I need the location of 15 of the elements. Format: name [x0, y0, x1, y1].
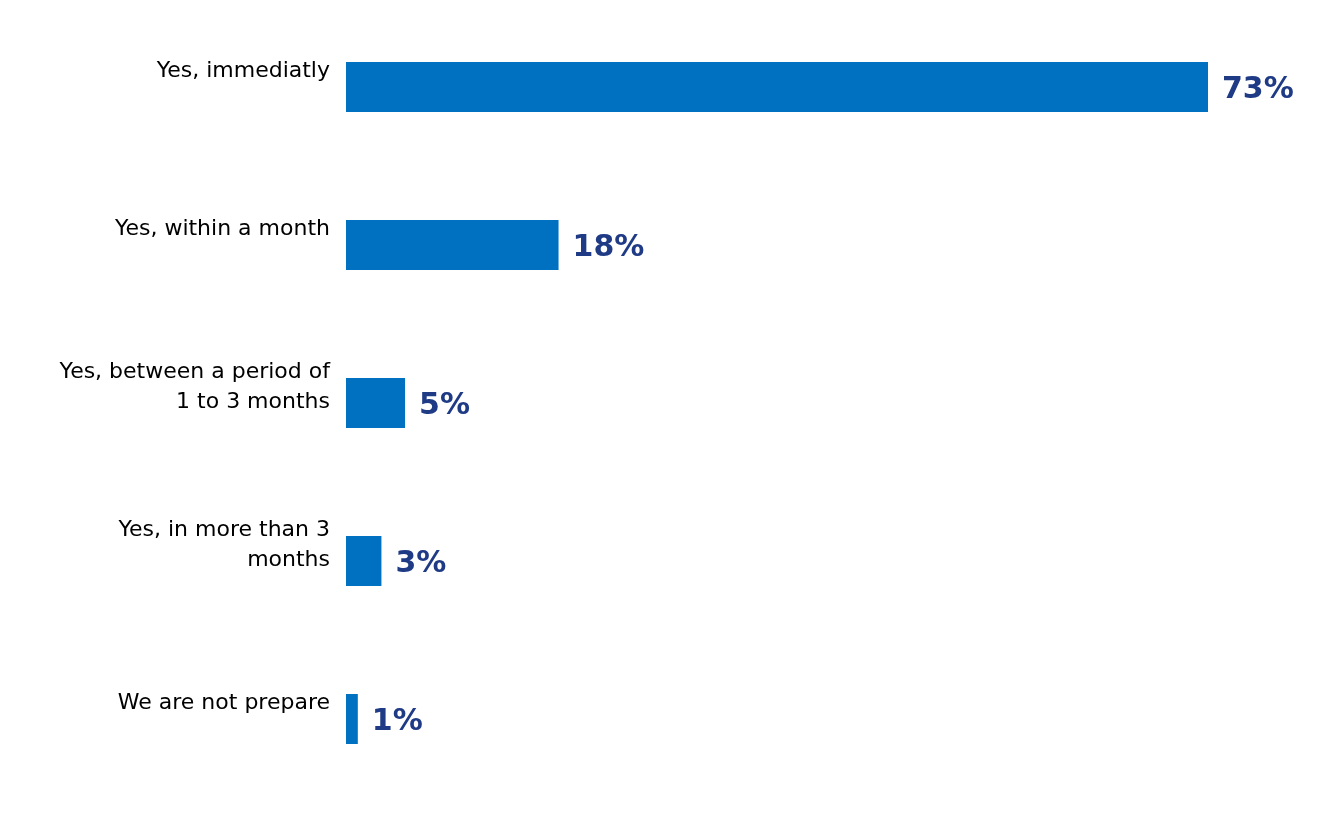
data-label: 18%: [572, 227, 645, 263]
bar: [346, 62, 1208, 112]
y-tick-label: Yes, immediatly: [155, 57, 330, 82]
bar: [346, 694, 358, 744]
y-tick-label: Yes, between a period of 1 to 3 months: [58, 358, 332, 413]
data-label: 73%: [1222, 69, 1294, 105]
data-label: 5%: [419, 385, 470, 421]
y-tick-label: Yes, in more than 3 months: [117, 516, 330, 571]
bar: [346, 220, 559, 270]
data-label: 1%: [371, 701, 423, 737]
y-tick-label: Yes, within a month: [113, 215, 330, 240]
bar: [346, 536, 382, 586]
y-tick-label: We are not prepare: [117, 689, 330, 714]
data-label: 3%: [395, 543, 447, 579]
bar: [346, 378, 406, 428]
